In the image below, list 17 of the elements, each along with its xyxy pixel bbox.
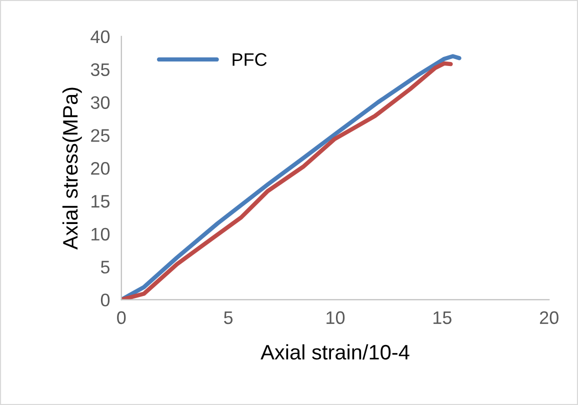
x-axis-title: Axial strain/10-4 — [260, 344, 410, 360]
y-tick-label: 35 — [90, 63, 110, 76]
y-tick-label: 20 — [91, 162, 110, 175]
x-tick-label: 20 — [540, 311, 558, 324]
legend-label: PFC — [232, 53, 267, 66]
x-tick-label: 0 — [117, 311, 126, 324]
x-tick-label: 5 — [224, 311, 233, 324]
x-tick-label: 10 — [326, 311, 345, 324]
y-axis-title: Axial stress(MPa) — [62, 88, 82, 250]
y-tick-label: 30 — [90, 96, 110, 109]
y-tick-label: 15 — [92, 195, 110, 208]
y-tick-label: 10 — [92, 228, 110, 241]
x-tick-label: 15 — [434, 311, 452, 324]
y-tick-label: 25 — [91, 129, 110, 142]
y-tick-label: 5 — [100, 260, 110, 274]
y-tick-label: 0 — [100, 294, 110, 306]
y-tick-label: 40 — [90, 30, 110, 44]
